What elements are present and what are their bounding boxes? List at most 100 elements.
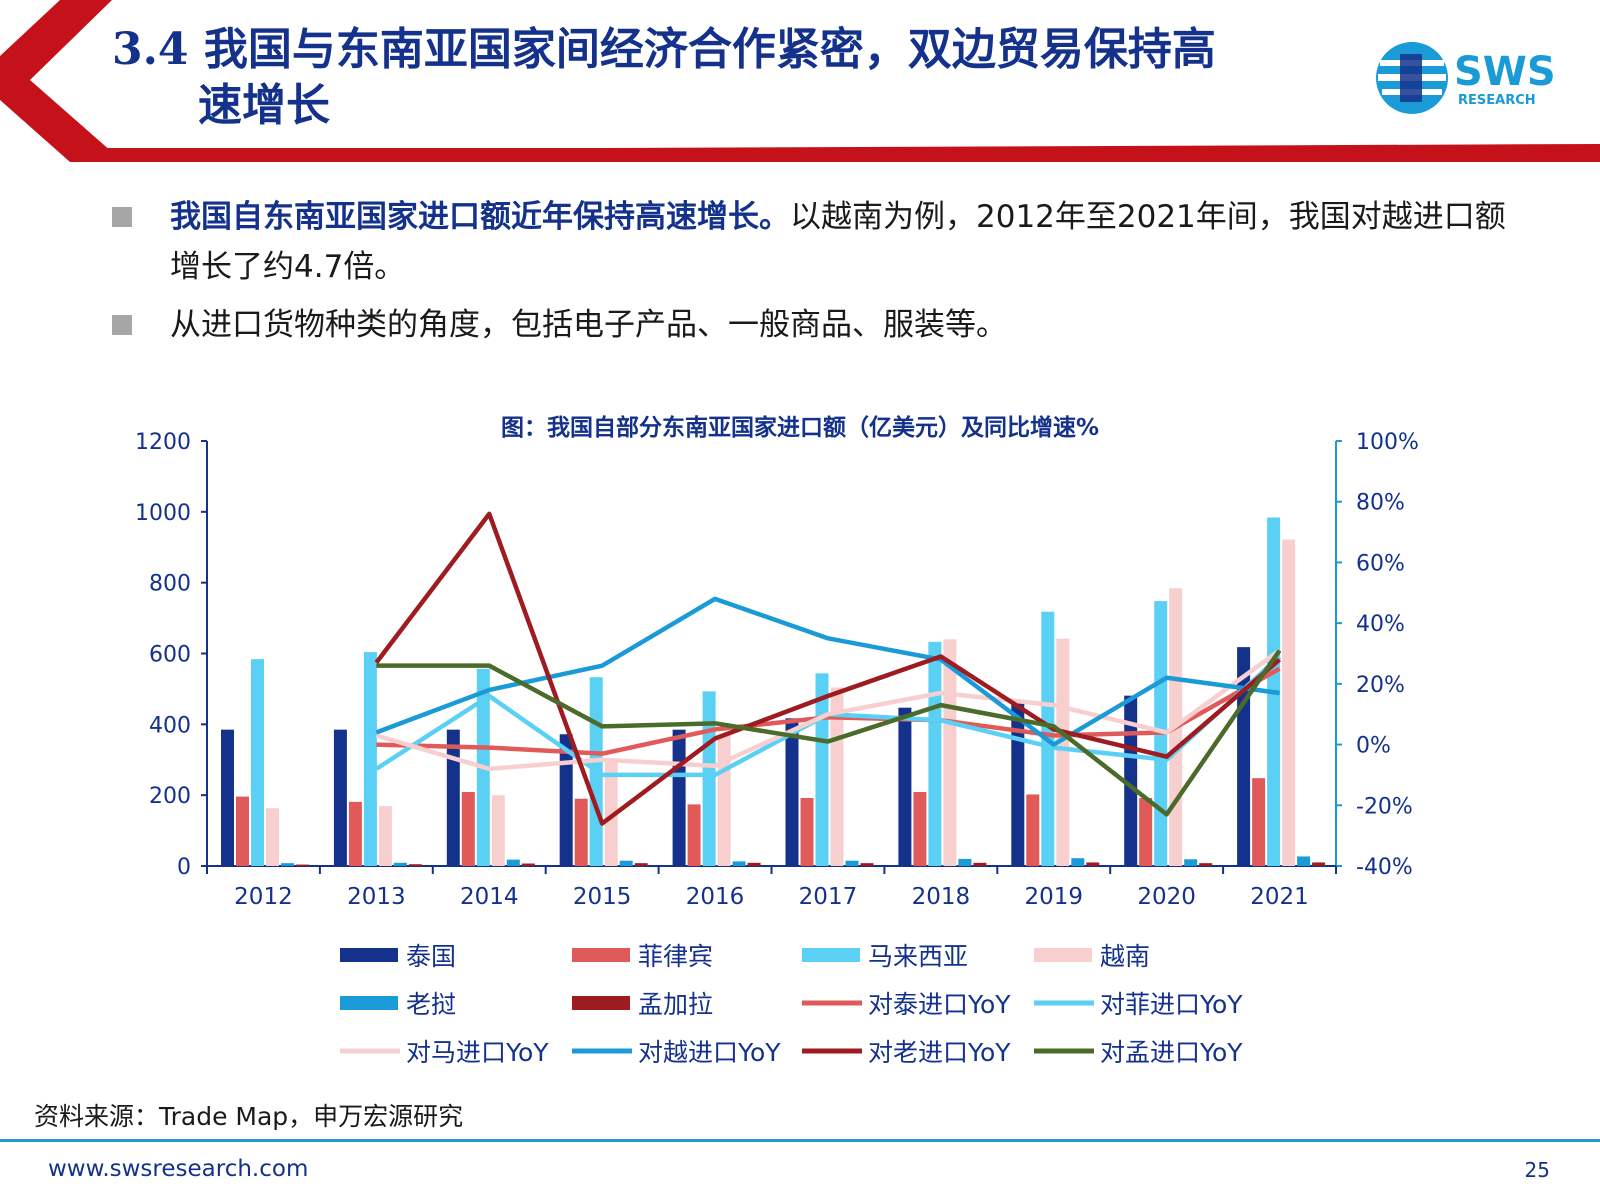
y-left-tick-label: 800: [149, 572, 191, 597]
yoy-line-4: [374, 511, 1282, 826]
square-bullet-icon: [112, 207, 132, 227]
bar-4-2021: [1297, 856, 1311, 866]
x-tick-label: 2019: [1024, 884, 1083, 910]
square-bullet-icon: [112, 315, 132, 335]
title-line-2: 速增长: [198, 80, 330, 131]
legend-label: 对越进口YoY: [638, 1038, 781, 1067]
yoy-line-2: [375, 648, 1281, 772]
y-left-tick-label: 0: [177, 855, 191, 880]
y-right-tick-label: -20%: [1356, 794, 1413, 819]
bar-5-2017: [860, 863, 874, 866]
y-left-tick-label: 1200: [135, 430, 191, 455]
lines-group: [374, 511, 1282, 826]
bar-4-2020: [1184, 859, 1198, 866]
x-tick-label: 2012: [234, 884, 293, 910]
bar-1-2017: [800, 798, 814, 866]
bar-3-2019: [1056, 638, 1070, 866]
logo-subtext: RESEARCH: [1458, 93, 1536, 108]
legend-label: 孟加拉: [638, 990, 713, 1019]
legend-label: 泰国: [406, 942, 456, 971]
bar-0-2013: [333, 729, 347, 866]
header-band: [0, 0, 1600, 162]
bar-5-2015: [634, 863, 648, 866]
chart: 0 200 400 600 800 1000 1200 -40% -20% 0% 20% 40% 60%…: [135, 430, 1419, 1067]
bar-1-2014: [461, 791, 475, 866]
x-tick-label: 2014: [460, 884, 519, 910]
bar-4-2017: [845, 860, 859, 866]
page-number: 25: [1524, 1158, 1550, 1182]
source-note: 资料来源：Trade Map，申万宏源研究: [34, 1102, 464, 1131]
legend-label: 对菲进口YoY: [1100, 990, 1243, 1019]
bar-1-2015: [574, 798, 588, 866]
x-tick-label: 2017: [799, 884, 858, 910]
bar-3-2014: [491, 795, 505, 866]
bar-2-2016: [702, 691, 716, 866]
bar-4-2014: [506, 859, 520, 866]
slide-title: 3.4 我国与东南亚国家间经济合作紧密，双边贸易保持高 速增长: [112, 22, 1332, 134]
bar-2-2018: [928, 641, 942, 866]
footer-url[interactable]: www.swsresearch.com: [48, 1156, 309, 1182]
yoy-line-0: [376, 666, 1281, 756]
bar-4-2018: [958, 858, 972, 866]
bar-1-2019: [1026, 794, 1040, 866]
x-tick-label: 2018: [912, 884, 971, 910]
bar-4-2016: [732, 861, 746, 866]
bar-5-2014: [521, 863, 535, 866]
y-right-tick-label: 20%: [1356, 673, 1405, 698]
bar-5-2012: [296, 864, 309, 866]
legend-label: 对泰进口YoY: [868, 990, 1011, 1019]
bar-5-2013: [408, 864, 422, 866]
y-right-tick-label: 40%: [1356, 612, 1405, 637]
bar-1-2021: [1252, 778, 1266, 866]
bar-1-2020: [1139, 798, 1153, 866]
bar-0-2016: [672, 729, 686, 866]
y-right-tick-label: 80%: [1356, 491, 1405, 516]
bar-0-2017: [785, 718, 799, 866]
bar-0-2012: [221, 729, 234, 866]
bar-5-2021: [1312, 862, 1326, 866]
y-left-tick-label: 1000: [135, 501, 191, 526]
bar-5-2020: [1199, 863, 1213, 866]
x-tick-label: 2020: [1137, 884, 1196, 910]
bars-group: [221, 517, 1326, 866]
bar-1-2013: [348, 801, 362, 866]
bullet-text: 从进口货物种类的角度，包括电子产品、一般商品、服装等。: [170, 307, 1007, 343]
title-line-1: 3.4 我国与东南亚国家间经济合作紧密，双边贸易保持高: [112, 24, 1216, 75]
legend-swatch: [1034, 948, 1092, 962]
bar-1-2012: [236, 796, 249, 866]
bar-3-2021: [1282, 539, 1296, 866]
legend-swatch: [340, 996, 398, 1010]
bar-3-2016: [717, 734, 731, 866]
bar-3-2012: [266, 808, 279, 866]
bar-0-2020: [1124, 695, 1138, 866]
y-right-tick-label: 0%: [1356, 734, 1391, 759]
bullet-item: 从进口货物种类的角度，包括电子产品、一般商品、服装等。: [112, 300, 1532, 350]
sws-logo: SWS RESEARCH: [1376, 42, 1556, 114]
bar-4-2013: [393, 862, 407, 866]
y-right-tick-label: 60%: [1356, 551, 1405, 576]
bar-4-2015: [619, 860, 633, 866]
footer-rule: [0, 1139, 1600, 1142]
yoy-line-5: [376, 649, 1282, 817]
bar-0-2015: [559, 734, 573, 866]
bar-1-2018: [913, 791, 927, 866]
legend-label: 越南: [1100, 942, 1150, 971]
bullet-item: 我国自东南亚国家进口额近年保持高速增长。以越南为例，2012年至2021年间，我…: [112, 192, 1532, 292]
legend-label: 老挝: [406, 990, 456, 1019]
legend-swatch: [802, 948, 860, 962]
x-tick-label: 2021: [1250, 884, 1309, 910]
bar-5-2016: [747, 862, 761, 866]
bar-4-2019: [1071, 858, 1085, 866]
legend-swatch: [572, 996, 630, 1010]
bullet-text: 以越南为例，2012年至2021年间，我国对越进口额增长了约4.7倍。: [170, 199, 1506, 285]
bar-5-2018: [973, 862, 987, 866]
legend-label: 对老进口YoY: [868, 1038, 1011, 1067]
bar-0-2014: [446, 729, 460, 866]
bar-5-2019: [1086, 862, 1100, 866]
logo-text: SWS: [1454, 49, 1556, 95]
bullet-lead: 我国自东南亚国家进口额近年保持高速增长。: [170, 199, 790, 235]
legend-label: 对马进口YoY: [406, 1038, 549, 1067]
y-left-tick-label: 600: [149, 643, 191, 668]
y-left-tick-label: 200: [149, 784, 191, 809]
